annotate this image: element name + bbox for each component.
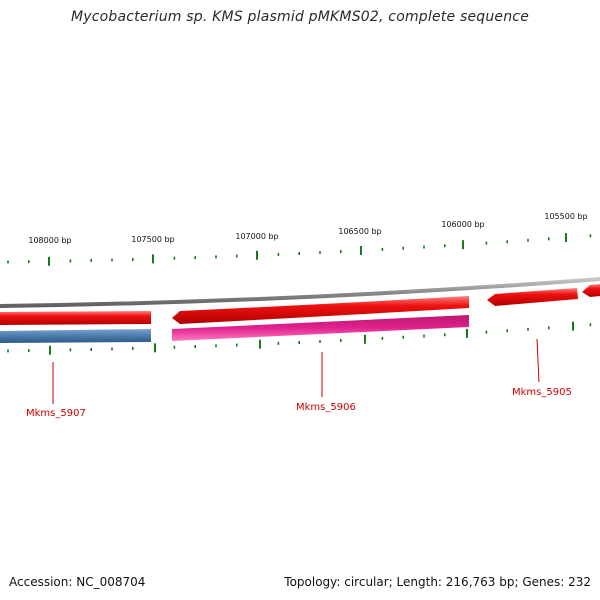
forward-gene-segment — [0, 311, 151, 325]
backbone-ring — [0, 277, 600, 308]
gene-label-mkms-5907[interactable]: Mkms_5907 — [26, 408, 86, 419]
outer-tick-marks — [7, 233, 592, 266]
bp-tick-label: 107000 bp — [235, 232, 278, 241]
gene-label-mkms-5905[interactable]: Mkms_5905 — [512, 387, 572, 398]
forward-gene-arrow — [487, 288, 578, 306]
bp-tick-label: 106000 bp — [441, 220, 484, 229]
bp-tick-label: 108000 bp — [28, 236, 71, 245]
bp-tick-label: 107500 bp — [131, 235, 174, 244]
forward-gene-arrow — [582, 284, 600, 297]
summary-text: Topology: circular; Length: 216,763 bp; … — [284, 575, 591, 589]
accession-text: Accession: NC_008704 — [9, 575, 146, 589]
inner-tick-marks — [7, 321, 592, 355]
gene-mkms-5907[interactable] — [0, 329, 151, 343]
callout-line-mkms-5905 — [536, 338, 540, 383]
gene-mkms-5906[interactable] — [172, 315, 469, 341]
gene-label-mkms-5906[interactable]: Mkms_5906 — [296, 402, 356, 413]
bp-tick-label: 105500 bp — [544, 212, 587, 221]
bp-tick-label: 106500 bp — [338, 227, 381, 236]
forward-gene-arrow — [172, 296, 469, 324]
map-title: Mycobacterium sp. KMS plasmid pMKMS02, c… — [70, 9, 530, 25]
bp-scale-labels: 108000 bp 107500 bp 107000 bp 106500 bp 1060… — [28, 212, 587, 245]
